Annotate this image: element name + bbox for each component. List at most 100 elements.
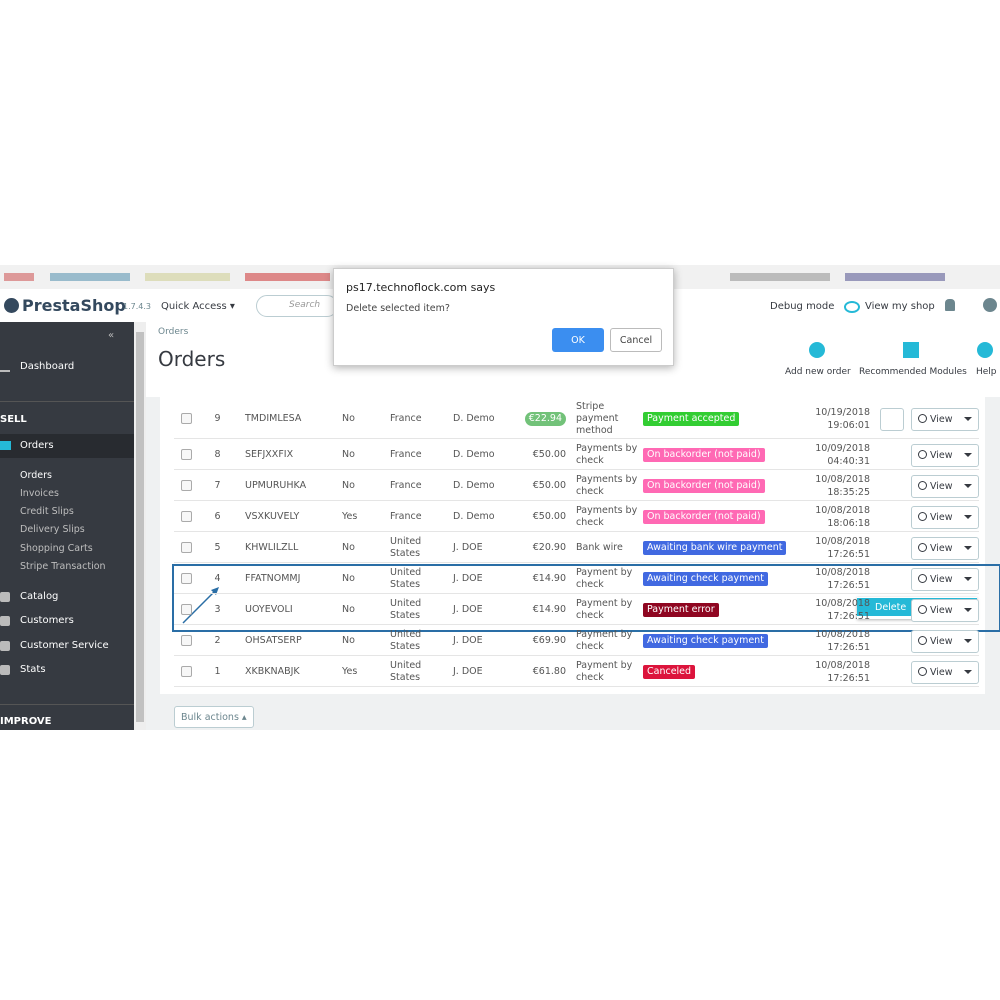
zoom-icon xyxy=(918,573,927,583)
country: France xyxy=(390,479,422,491)
add-icon xyxy=(809,342,825,358)
checkbox[interactable] xyxy=(181,510,192,522)
checkbox[interactable] xyxy=(181,572,192,584)
submenu-item[interactable]: Shopping Carts xyxy=(20,543,93,554)
payment: Payment by check xyxy=(576,566,633,590)
scroll-thumb[interactable] xyxy=(136,332,144,722)
menu-item[interactable]: Customers xyxy=(20,615,74,626)
customer: J. DOE xyxy=(453,603,483,615)
time: 17:26:51 xyxy=(827,641,870,653)
status: Payment accepted xyxy=(643,398,740,439)
view-button[interactable]: View xyxy=(911,660,979,684)
status: Payment error xyxy=(643,594,719,625)
caret xyxy=(964,545,972,550)
user-icon[interactable] xyxy=(983,298,997,312)
ok-button[interactable]: OK xyxy=(552,328,604,352)
quick-access[interactable]: Quick Access ▾ xyxy=(161,301,235,312)
time: 19:06:01 xyxy=(827,419,870,431)
customer: J. DOE xyxy=(453,572,483,584)
caret xyxy=(964,514,972,519)
debug-mode[interactable]: Debug mode xyxy=(770,301,835,312)
country: United States xyxy=(390,566,422,590)
page-title: Orders xyxy=(158,347,226,371)
view-label: View xyxy=(930,449,953,461)
logo-icon xyxy=(4,298,19,313)
new-client: Yes xyxy=(342,510,358,522)
caret xyxy=(964,607,972,612)
country: France xyxy=(390,510,422,522)
submenu-item[interactable]: Orders xyxy=(20,470,52,481)
bookmark xyxy=(845,273,945,281)
menu-item[interactable]: Dashboard xyxy=(20,361,75,372)
total: €50.00 xyxy=(532,479,566,491)
cancel-button[interactable]: Cancel xyxy=(610,328,662,352)
new-client: No xyxy=(342,412,355,424)
submenu-item[interactable]: Invoices xyxy=(20,488,59,499)
view-button[interactable]: View xyxy=(911,443,979,467)
menu-item[interactable]: Stats xyxy=(20,664,46,675)
total: €20.90 xyxy=(532,541,566,553)
view-button[interactable]: View xyxy=(911,474,979,498)
table-card xyxy=(160,397,985,694)
status-badge: On backorder (not paid) xyxy=(643,447,765,462)
reference: TMDIMLESA xyxy=(245,412,302,424)
reference: FFATNOMMJ xyxy=(245,572,301,584)
new-client: No xyxy=(342,634,355,646)
invoice-button[interactable] xyxy=(880,407,904,431)
payment: Payment by check xyxy=(576,659,633,683)
submenu-item[interactable]: Stripe Transaction xyxy=(20,561,106,572)
view-label: View xyxy=(930,604,953,616)
reference: UPMURUHKA xyxy=(245,479,307,491)
view-button[interactable]: View xyxy=(911,536,979,560)
row-border xyxy=(174,562,979,563)
collapse[interactable]: « xyxy=(108,330,115,341)
view-button[interactable]: View xyxy=(911,629,979,653)
menu-item[interactable]: Customer Service xyxy=(20,640,109,651)
view-label: View xyxy=(930,666,953,678)
row-border xyxy=(174,686,979,687)
customer: J. DOE xyxy=(453,541,483,553)
checkbox[interactable] xyxy=(181,603,192,615)
country: United States xyxy=(390,535,422,559)
checkbox[interactable] xyxy=(181,665,192,677)
view-button[interactable]: View xyxy=(911,567,979,591)
status: On backorder (not paid) xyxy=(643,470,765,501)
bell-icon[interactable] xyxy=(945,299,955,311)
toolbar-button[interactable]: Recommended Modules xyxy=(859,367,967,377)
checkbox[interactable] xyxy=(181,479,192,491)
new-client: Yes xyxy=(342,665,358,677)
checkbox[interactable] xyxy=(181,412,192,424)
breadcrumb[interactable]: Orders xyxy=(158,327,189,337)
content xyxy=(146,397,1000,730)
active-item[interactable]: Orders xyxy=(0,434,134,458)
status-badge: Awaiting check payment xyxy=(643,571,768,586)
checkbox[interactable] xyxy=(181,634,192,646)
menu-icon xyxy=(0,592,10,602)
view-button[interactable]: View xyxy=(911,598,979,622)
payment: Payment by check xyxy=(576,597,633,621)
caret xyxy=(964,638,972,643)
payment: Payments by check xyxy=(576,473,638,497)
submenu-item[interactable]: Delivery Slips xyxy=(20,524,85,535)
bulk-actions[interactable]: Bulk actions ▴ xyxy=(174,706,254,728)
view-label: View xyxy=(930,511,953,523)
time: 18:06:18 xyxy=(827,517,870,529)
checkbox[interactable] xyxy=(181,448,192,460)
view-button[interactable]: View xyxy=(911,407,979,431)
row-border xyxy=(174,438,979,439)
toolbar-button[interactable]: Help xyxy=(976,367,997,377)
menu-item[interactable]: Catalog xyxy=(20,591,59,602)
checkbox[interactable] xyxy=(181,541,192,553)
view-shop[interactable]: View my shop xyxy=(865,301,935,312)
status: Awaiting bank wire payment xyxy=(643,532,787,563)
toolbar-button[interactable]: Add new order xyxy=(785,367,851,377)
submenu-item[interactable]: Credit Slips xyxy=(20,506,74,517)
view-button[interactable]: View xyxy=(911,505,979,529)
payment: Stripe payment method xyxy=(576,400,619,436)
orders-icon xyxy=(0,441,11,450)
total: €14.90 xyxy=(532,572,566,584)
status-badge: Payment accepted xyxy=(643,411,740,426)
modules-icon xyxy=(903,342,919,358)
section: SELL xyxy=(0,414,27,425)
